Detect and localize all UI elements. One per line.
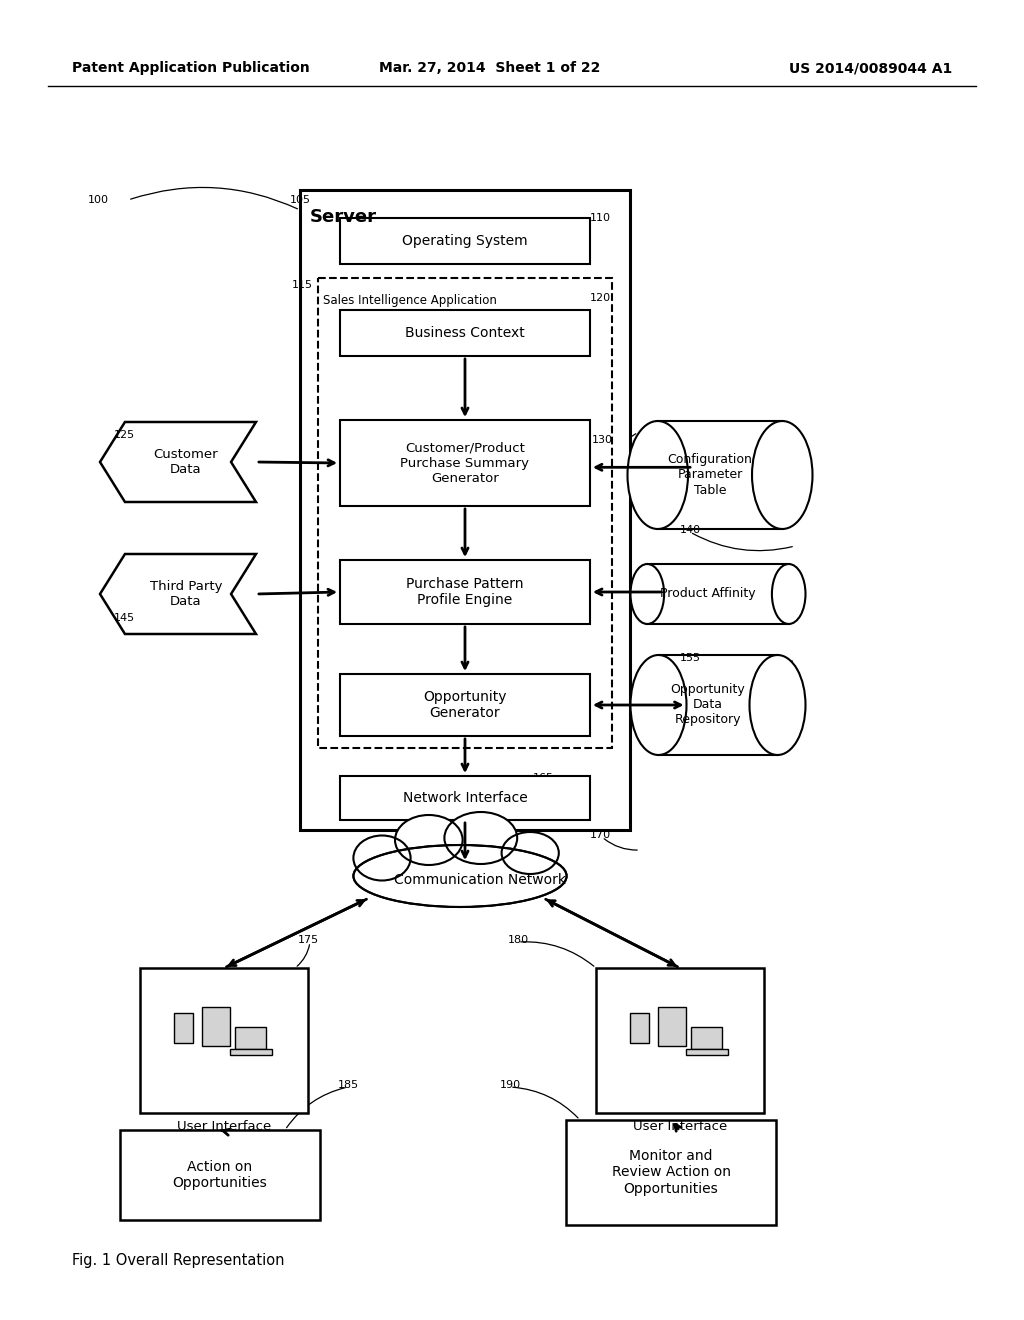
Text: Customer
Data: Customer Data [154, 447, 218, 477]
Text: User Interface: User Interface [177, 1121, 271, 1134]
Text: Communication Network: Communication Network [394, 873, 566, 887]
Bar [340, 776, 590, 820]
Ellipse shape [750, 655, 806, 755]
Text: 190: 190 [500, 1080, 521, 1090]
Text: 100: 100 [88, 195, 109, 205]
Text: User Interface: User Interface [633, 1121, 727, 1134]
Text: Server: Server [310, 209, 377, 226]
Bar [658, 655, 777, 755]
Ellipse shape [772, 564, 806, 624]
Text: Purchase Pattern
Profile Engine: Purchase Pattern Profile Engine [407, 577, 523, 607]
Bar [340, 675, 590, 737]
Text: 130: 130 [592, 436, 613, 445]
Ellipse shape [628, 421, 688, 529]
Text: Mar. 27, 2014  Sheet 1 of 22: Mar. 27, 2014 Sheet 1 of 22 [379, 61, 601, 75]
Ellipse shape [353, 845, 566, 907]
Text: 155: 155 [680, 653, 701, 663]
Text: Network Interface: Network Interface [402, 791, 527, 805]
Ellipse shape [444, 812, 517, 865]
Text: 125: 125 [114, 430, 135, 440]
Text: Configuration
Parameter
Table: Configuration Parameter Table [668, 454, 753, 496]
Text: Third Party
Data: Third Party Data [150, 579, 222, 609]
Text: 120: 120 [590, 293, 611, 304]
Text: 160: 160 [534, 675, 554, 685]
Text: US 2014/0089044 A1: US 2014/0089044 A1 [788, 61, 952, 75]
Bar [202, 1007, 229, 1045]
Text: Business Context: Business Context [406, 326, 525, 341]
Bar [686, 1049, 728, 1055]
Text: Action on
Opportunities: Action on Opportunities [173, 1160, 267, 1191]
Ellipse shape [631, 655, 686, 755]
Ellipse shape [631, 564, 665, 624]
Bar [630, 1012, 649, 1043]
Bar [236, 1027, 266, 1049]
Bar [657, 1007, 686, 1045]
Polygon shape [100, 422, 256, 502]
Text: 105: 105 [290, 195, 311, 205]
Bar [340, 218, 590, 264]
Ellipse shape [752, 421, 812, 529]
Text: 150: 150 [534, 570, 554, 579]
Text: Opportunity
Generator: Opportunity Generator [423, 690, 507, 721]
Ellipse shape [502, 832, 559, 874]
Bar [340, 420, 590, 506]
Text: Product Affinity: Product Affinity [660, 587, 756, 601]
Text: 185: 185 [338, 1080, 359, 1090]
Bar [351, 869, 569, 894]
Text: Patent Application Publication: Patent Application Publication [72, 61, 309, 75]
Text: Monitor and
Review Action on
Opportunities: Monitor and Review Action on Opportuniti… [611, 1150, 730, 1196]
Text: 175: 175 [298, 935, 319, 945]
Text: 115: 115 [292, 280, 313, 290]
Ellipse shape [353, 836, 411, 880]
Bar [647, 564, 788, 624]
Bar [596, 968, 764, 1113]
Polygon shape [100, 554, 256, 634]
Text: 170: 170 [590, 830, 611, 840]
Bar [566, 1119, 776, 1225]
Bar [340, 310, 590, 356]
Ellipse shape [395, 814, 463, 865]
Bar [120, 1130, 319, 1220]
Bar [691, 1027, 722, 1049]
Bar [229, 1049, 271, 1055]
Bar [340, 560, 590, 624]
Text: Fig. 1 Overall Representation: Fig. 1 Overall Representation [72, 1253, 285, 1267]
Bar [318, 279, 612, 748]
Text: 110: 110 [590, 213, 611, 223]
Text: Sales Intelligence Application: Sales Intelligence Application [323, 294, 497, 308]
Text: 140: 140 [680, 525, 701, 535]
Text: Opportunity
Data
Repository: Opportunity Data Repository [671, 684, 745, 726]
Bar [140, 968, 308, 1113]
Text: Operating System: Operating System [402, 234, 527, 248]
Bar [657, 421, 782, 529]
Text: 135: 135 [534, 463, 554, 473]
Bar [174, 1012, 194, 1043]
Text: Customer/Product
Purchase Summary
Generator: Customer/Product Purchase Summary Genera… [400, 441, 529, 484]
Text: 165: 165 [534, 774, 554, 783]
Bar [300, 190, 630, 830]
Text: 180: 180 [508, 935, 529, 945]
Text: 145: 145 [114, 612, 135, 623]
